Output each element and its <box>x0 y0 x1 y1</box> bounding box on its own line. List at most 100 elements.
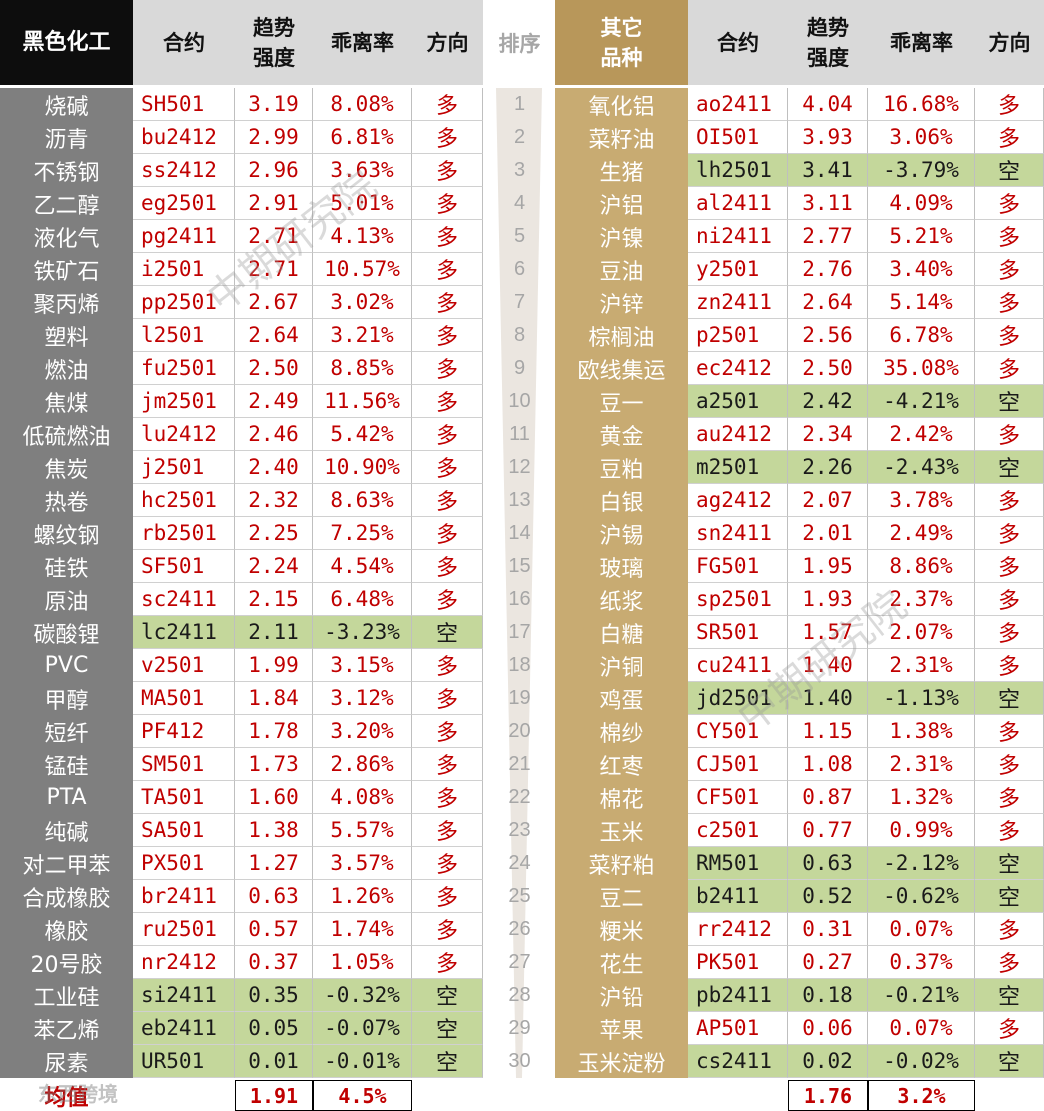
right-trend-strength: 2.77 <box>788 220 868 253</box>
left-contract-code: MA501 <box>133 682 235 715</box>
left-direction: 多 <box>412 946 483 979</box>
right-contract-code: b2411 <box>688 880 788 913</box>
right-trend-strength: 0.63 <box>788 847 868 880</box>
left-deviation-rate: 3.63% <box>313 154 412 187</box>
left-contract-code: SA501 <box>133 814 235 847</box>
left-product-name: 沥青 <box>0 121 133 154</box>
right-product-name: 沪锡 <box>555 517 688 550</box>
left-trend-strength: 0.57 <box>235 913 313 946</box>
left-trend-strength: 1.78 <box>235 715 313 748</box>
right-contract-code: CJ501 <box>688 748 788 781</box>
right-deviation-header: 乖离率 <box>868 0 975 85</box>
left-trend-strength: 3.19 <box>235 88 313 121</box>
right-contract-code: sn2411 <box>688 517 788 550</box>
left-deviation-rate: 4.13% <box>313 220 412 253</box>
right-contract-code: au2412 <box>688 418 788 451</box>
right-contract-code: cu2411 <box>688 649 788 682</box>
rank-number: 22 <box>508 786 531 808</box>
right-contract-code: jd2501 <box>688 682 788 715</box>
left-trend-strength: 2.24 <box>235 550 313 583</box>
left-deviation-rate: 1.26% <box>313 880 412 913</box>
left-contract-code: eb2411 <box>133 1012 235 1045</box>
right-product-name: 纸浆 <box>555 583 688 616</box>
right-product-name: 鸡蛋 <box>555 682 688 715</box>
rank-number: 18 <box>508 654 531 676</box>
right-trend-strength: 1.57 <box>788 616 868 649</box>
right-product-name: 欧线集运 <box>555 352 688 385</box>
right-product-name: 红枣 <box>555 748 688 781</box>
right-direction: 多 <box>975 187 1044 220</box>
right-trend-strength: 2.76 <box>788 253 868 286</box>
right-trend-strength: 2.01 <box>788 517 868 550</box>
left-product-name: 纯碱 <box>0 814 133 847</box>
right-direction: 多 <box>975 583 1044 616</box>
left-contract-code: SM501 <box>133 748 235 781</box>
left-deviation-rate: 3.12% <box>313 682 412 715</box>
right-product-name: 沪锌 <box>555 286 688 319</box>
left-deviation-rate: 8.08% <box>313 88 412 121</box>
right-trend-strength: 0.18 <box>788 979 868 1012</box>
left-contract-code: SF501 <box>133 550 235 583</box>
left-deviation-rate: 10.57% <box>313 253 412 286</box>
left-direction: 多 <box>412 880 483 913</box>
left-trend-strength: 2.46 <box>235 418 313 451</box>
right-product-name: 菜籽粕 <box>555 847 688 880</box>
left-deviation-rate: 4.54% <box>313 550 412 583</box>
left-contract-code: j2501 <box>133 451 235 484</box>
right-contract-code: OI501 <box>688 121 788 154</box>
right-trend-strength: 0.06 <box>788 1012 868 1045</box>
right-direction: 空 <box>975 682 1044 715</box>
right-direction: 多 <box>975 88 1044 121</box>
right-contract-code: c2501 <box>688 814 788 847</box>
left-product-name: 乙二醇 <box>0 187 133 220</box>
right-deviation-rate: 2.07% <box>868 616 975 649</box>
left-product-name: 塑料 <box>0 319 133 352</box>
right-trend-strength: 1.40 <box>788 682 868 715</box>
left-deviation-rate: 8.63% <box>313 484 412 517</box>
right-deviation-rate: 0.07% <box>868 1012 975 1045</box>
right-trend-strength: 2.07 <box>788 484 868 517</box>
right-contract-code: RM501 <box>688 847 788 880</box>
right-direction: 多 <box>975 286 1044 319</box>
right-deviation-rate: 0.07% <box>868 913 975 946</box>
left-direction: 多 <box>412 220 483 253</box>
left-contract-code: eg2501 <box>133 187 235 220</box>
left-product-name: 烧碱 <box>0 88 133 121</box>
left-deviation-header: 乖离率 <box>313 0 412 85</box>
right-trend-strength: 1.40 <box>788 649 868 682</box>
left-average-strength: 1.91 <box>235 1080 313 1111</box>
right-direction: 多 <box>975 814 1044 847</box>
left-contract-code: lc2411 <box>133 616 235 649</box>
left-deviation-rate: 1.74% <box>313 913 412 946</box>
rank-number: 30 <box>508 1050 531 1072</box>
right-product-name: 氧化铝 <box>555 88 688 121</box>
left-product-name: 不锈钢 <box>0 154 133 187</box>
left-deviation-rate: 5.01% <box>313 187 412 220</box>
left-trend-strength: 2.32 <box>235 484 313 517</box>
right-deviation-rate: 6.78% <box>868 319 975 352</box>
rank-number: 9 <box>513 357 526 379</box>
left-trend-strength: 0.01 <box>235 1045 313 1078</box>
right-direction: 多 <box>975 1012 1044 1045</box>
right-trend-strength: 2.26 <box>788 451 868 484</box>
right-contract-code: CF501 <box>688 781 788 814</box>
right-product-name: 菜籽油 <box>555 121 688 154</box>
right-direction: 空 <box>975 154 1044 187</box>
left-product-name: 对二甲苯 <box>0 847 133 880</box>
left-product-name: 燃油 <box>0 352 133 385</box>
right-direction: 空 <box>975 847 1044 880</box>
right-direction: 多 <box>975 484 1044 517</box>
right-deviation-rate: 3.78% <box>868 484 975 517</box>
rank-number: 26 <box>508 918 531 940</box>
left-direction: 多 <box>412 550 483 583</box>
left-product-name: 工业硅 <box>0 979 133 1012</box>
right-deviation-rate: -2.12% <box>868 847 975 880</box>
left-direction: 多 <box>412 319 483 352</box>
rank-number: 4 <box>513 192 526 214</box>
left-deviation-rate: 2.86% <box>313 748 412 781</box>
left-product-name: 螺纹钢 <box>0 517 133 550</box>
right-direction: 多 <box>975 220 1044 253</box>
left-contract-code: rb2501 <box>133 517 235 550</box>
left-trend-strength: 1.27 <box>235 847 313 880</box>
